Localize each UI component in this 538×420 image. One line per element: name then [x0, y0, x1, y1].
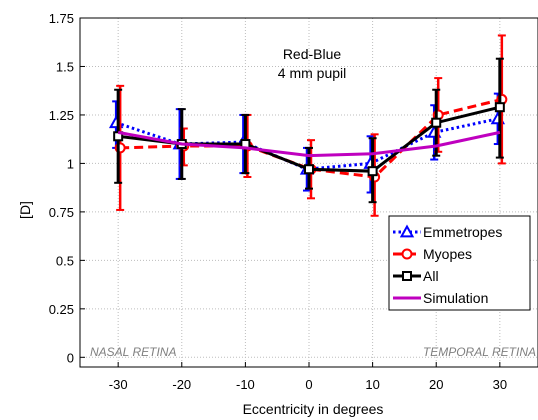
x-tick-label-2: -10	[236, 377, 255, 392]
all-point-0	[113, 131, 124, 142]
legend: Emmetropes Myopes All Simulation	[388, 215, 531, 311]
legend-label-all: All	[423, 268, 439, 284]
axis-ticks: 0 0.25 0.5 0.75 1 1.25 1.5 1.75 -30 -20 -10 0 10 20 30	[49, 11, 507, 392]
y-tick-label-3: 0.75	[49, 205, 74, 220]
y-tick-label-5: 1.25	[49, 108, 74, 123]
x-axis-title: Eccentricity in degrees	[243, 401, 384, 417]
y-tick-label-1: 0.25	[49, 302, 74, 317]
annotation-pupil-size: 4 mm pupil	[278, 65, 346, 81]
legend-box	[388, 215, 531, 311]
x-tick-label-6: 30	[493, 377, 507, 392]
annotation-red-blue: Red-Blue	[283, 46, 342, 62]
legend-marker-emmetropes	[399, 224, 415, 238]
x-tick-label-1: -20	[172, 377, 191, 392]
x-tick-label-4: 10	[365, 377, 379, 392]
x-tick-label-3: 0	[305, 377, 312, 392]
all-point-4	[367, 166, 378, 177]
all-point-3	[304, 164, 314, 175]
y-tick-label-7: 1.75	[49, 11, 74, 26]
all-point-5	[431, 117, 442, 128]
all-point-6	[494, 102, 505, 113]
x-tick-label-0: -30	[109, 377, 128, 392]
nasal-retina-label: NASAL RETINA	[90, 345, 176, 359]
y-tick-label-0: 0	[67, 350, 74, 365]
legend-label-emmetropes: Emmetropes	[423, 224, 502, 240]
y-tick-label-4: 1	[67, 156, 74, 171]
temporal-retina-label: TEMPORAL RETINA	[423, 345, 536, 359]
series-simulation	[117, 130, 501, 158]
legend-label-myopes: Myopes	[423, 246, 472, 262]
series-layer	[108, 34, 508, 217]
legend-marker-all	[402, 271, 412, 281]
y-axis-title: [D]	[17, 201, 33, 219]
legend-marker-myopes	[401, 248, 413, 260]
y-tick-label-2: 0.5	[56, 253, 74, 268]
legend-label-simulation: Simulation	[423, 290, 488, 306]
simulation-line	[117, 130, 501, 158]
y-tick-label-6: 1.5	[56, 59, 74, 74]
x-tick-label-5: 20	[429, 377, 443, 392]
